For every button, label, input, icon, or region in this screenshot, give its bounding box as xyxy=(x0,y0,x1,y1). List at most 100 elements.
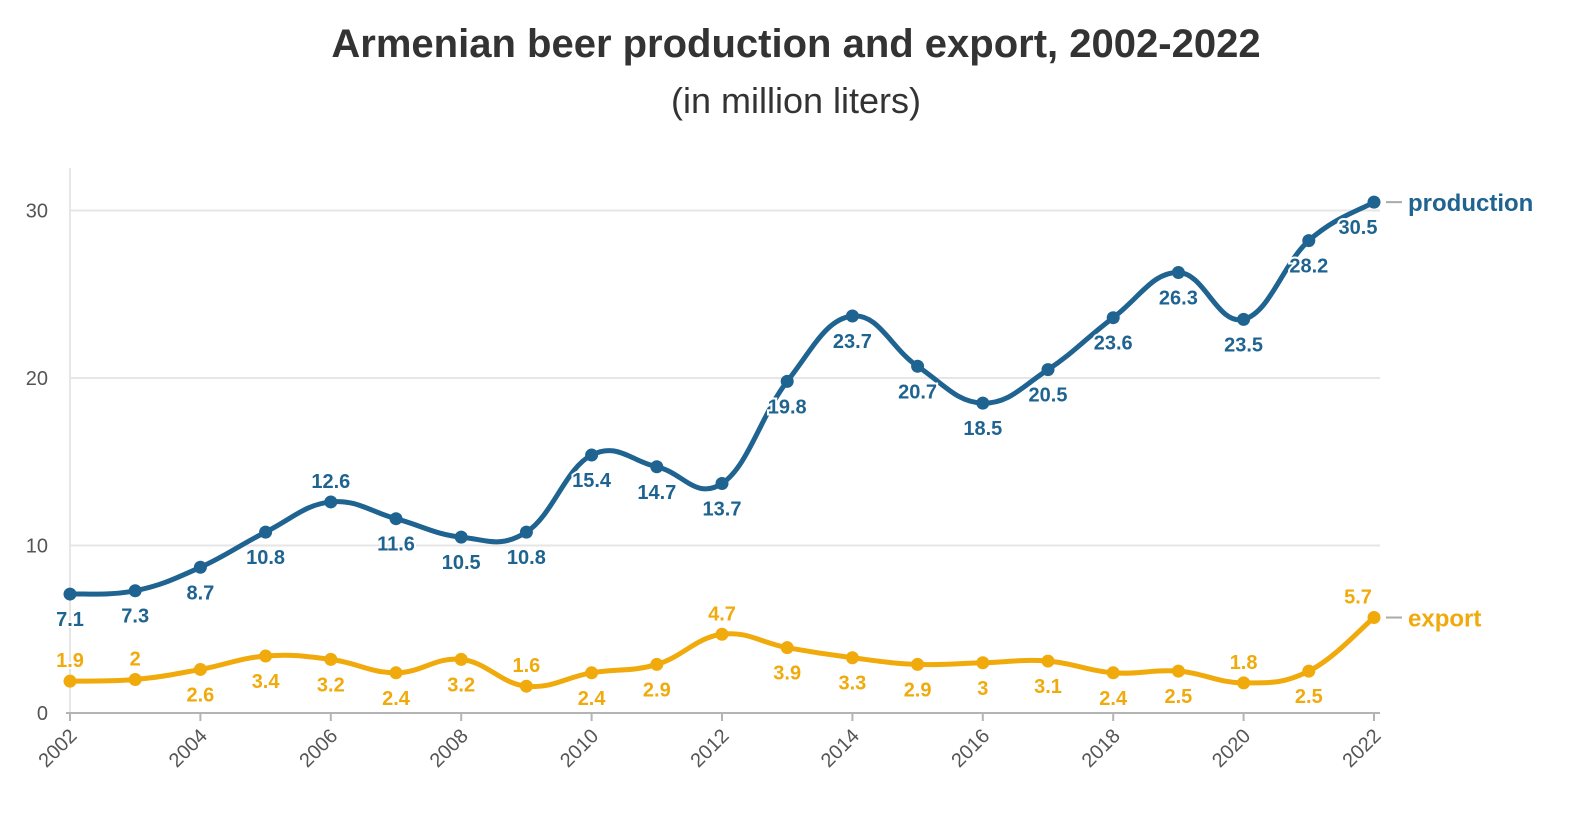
production-data-label: 8.7 xyxy=(186,582,214,604)
export-data-label: 1.9 xyxy=(56,650,84,672)
chart-title: Armenian beer production and export, 200… xyxy=(331,22,1261,66)
export-data-label: 1.8 xyxy=(1230,652,1258,674)
export-data-label: 3.3 xyxy=(838,673,866,695)
export-data-label: 2.6 xyxy=(186,684,214,706)
production-point xyxy=(1106,311,1120,325)
production-point xyxy=(389,512,403,526)
production-data-label: 12.6 xyxy=(311,471,350,493)
export-point xyxy=(1237,676,1251,690)
production-data-label: 20.5 xyxy=(1029,385,1068,407)
production-point xyxy=(1237,312,1251,326)
x-tick-label: 2006 xyxy=(295,725,342,772)
production-data-label: 18.5 xyxy=(963,418,1002,440)
export-point xyxy=(911,657,925,671)
export-point xyxy=(389,666,403,680)
export-point xyxy=(715,627,729,641)
export-point xyxy=(324,652,338,666)
export-series-label: export xyxy=(1408,606,1481,633)
export-data-label: 1.6 xyxy=(512,655,540,677)
export-point xyxy=(976,656,990,670)
export-point xyxy=(585,666,599,680)
production-data-label: 7.1 xyxy=(56,609,84,631)
x-tick-label: 2008 xyxy=(426,725,473,772)
production-point xyxy=(845,309,859,323)
production-data-label: 13.7 xyxy=(703,499,742,521)
x-tick-label: 2020 xyxy=(1208,725,1255,772)
y-tick-label: 30 xyxy=(26,201,48,223)
export-point xyxy=(128,673,142,686)
export-point xyxy=(454,652,468,666)
export-point xyxy=(259,649,273,663)
x-tick-label: 2014 xyxy=(817,725,864,772)
production-point xyxy=(259,525,273,539)
x-tick-label: 2018 xyxy=(1078,725,1125,772)
production-data-label: 23.7 xyxy=(833,331,872,353)
export-data-label: 5.7 xyxy=(1344,587,1372,609)
production-data-label: 19.8 xyxy=(768,396,807,418)
x-tick-label: 2012 xyxy=(687,725,734,772)
production-point xyxy=(650,460,664,474)
production-data-label: 26.3 xyxy=(1159,287,1198,309)
production-point xyxy=(519,525,533,539)
data-labels: 7.1 7.3 8.7 10.8 12.6 11.6 10.5 10.8 15.4 14.7 13.… xyxy=(54,190,1533,712)
x-tick-label: 2010 xyxy=(556,725,603,772)
production-data-label: 28.2 xyxy=(1289,256,1328,278)
x-tick-label: 2016 xyxy=(947,725,994,772)
production-point xyxy=(911,359,925,373)
production-series-label: production xyxy=(1408,190,1533,217)
production-point xyxy=(454,530,468,544)
production-data-label: 10.8 xyxy=(246,547,285,569)
production-line xyxy=(67,199,1377,597)
production-point xyxy=(585,448,599,462)
x-tick-label: 2002 xyxy=(35,725,82,772)
production-point xyxy=(193,560,207,574)
export-data-label: 4.7 xyxy=(708,603,736,625)
x-tick-label: 2022 xyxy=(1339,725,1386,772)
production-data-label: 23.5 xyxy=(1224,334,1263,356)
series-lines xyxy=(63,195,1381,693)
production-point xyxy=(324,495,338,509)
export-data-label: 2.5 xyxy=(1164,686,1192,708)
export-data-label: 3.2 xyxy=(317,674,345,696)
export-point xyxy=(845,651,859,665)
export-data-label: 3.1 xyxy=(1034,676,1062,698)
production-data-label: 23.6 xyxy=(1094,333,1133,355)
export-point xyxy=(1171,664,1185,678)
chart-subtitle: (in million liters) xyxy=(670,80,922,121)
production-point xyxy=(715,477,729,491)
export-data-label: 3.4 xyxy=(252,671,281,693)
export-data-label: 2.5 xyxy=(1295,686,1323,708)
export-point xyxy=(63,674,77,688)
export-data-label: 2.9 xyxy=(643,679,671,701)
export-point xyxy=(780,641,794,655)
production-data-label: 10.8 xyxy=(507,547,546,569)
production-data-label: 30.5 xyxy=(1339,217,1378,239)
y-tick-label: 20 xyxy=(26,368,48,390)
production-data-label: 15.4 xyxy=(572,470,612,492)
production-data-label: 10.5 xyxy=(442,552,481,574)
export-data-label: 2.4 xyxy=(1099,688,1128,710)
production-point xyxy=(1302,234,1316,248)
production-data-label: 11.6 xyxy=(377,534,415,556)
export-data-label: 2.4 xyxy=(382,688,411,710)
production-data-label: 14.7 xyxy=(637,482,676,504)
export-point xyxy=(193,662,207,676)
export-point xyxy=(1367,611,1381,625)
export-data-label: 3.9 xyxy=(773,663,801,685)
export-data-label: 2.4 xyxy=(578,688,607,710)
production-point xyxy=(1171,265,1185,279)
export-data-label: 2.9 xyxy=(904,679,932,701)
production-point xyxy=(128,584,142,598)
production-point xyxy=(63,587,77,601)
export-point xyxy=(1106,666,1120,680)
y-tick-label: 0 xyxy=(37,703,48,725)
production-point xyxy=(1367,195,1381,209)
export-data-label: 3 xyxy=(977,678,988,700)
production-point xyxy=(1041,363,1055,377)
axes: 0 10 20 30 2002 2004 2006 2008 2010 2012 2014 2016 2… xyxy=(26,168,1386,772)
export-data-label: 2 xyxy=(130,649,141,671)
production-data-label: 20.7 xyxy=(898,381,937,403)
export-point xyxy=(1302,664,1316,678)
y-tick-label: 10 xyxy=(26,536,48,558)
